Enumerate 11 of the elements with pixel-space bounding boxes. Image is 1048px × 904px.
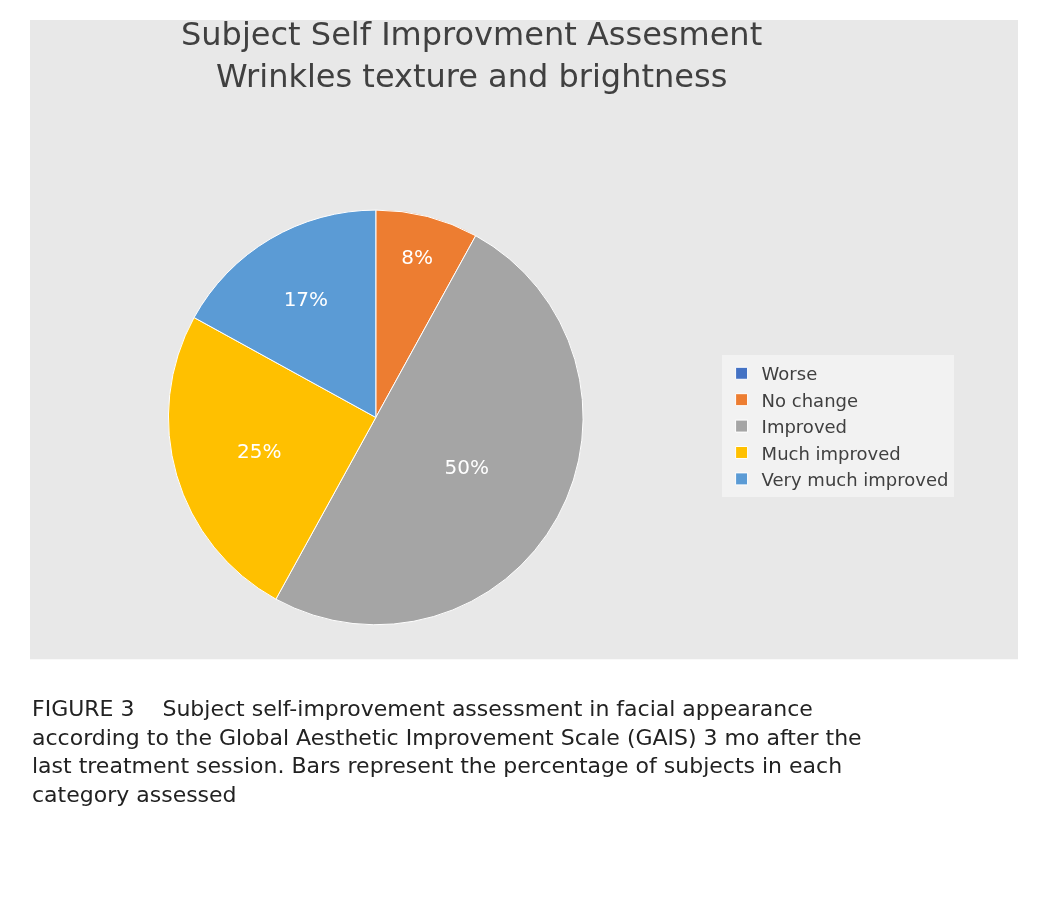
caption: FIGURE 3 Subject self-improvement assessment in facial appearance according to the Global Aesthetic Improvement Scale (GAIS) 3 mo after the last treatment session. Bars represent the percentage of subjects in each category assessed — [32, 696, 862, 807]
chart-title: Subject Self Improvment Assesment Wrinkles texture and brightness — [181, 15, 763, 95]
legend-label: Very much improved — [761, 468, 949, 490]
data-label: 8% — [401, 244, 433, 269]
data-label: 25% — [236, 439, 282, 464]
legend-label: Worse — [761, 363, 818, 385]
data-label: 17% — [283, 287, 329, 312]
legend-label: Improved — [761, 416, 848, 438]
legend-label: No change — [761, 389, 859, 411]
data-label: 50% — [444, 455, 489, 480]
legend-label: Much improved — [761, 442, 901, 464]
